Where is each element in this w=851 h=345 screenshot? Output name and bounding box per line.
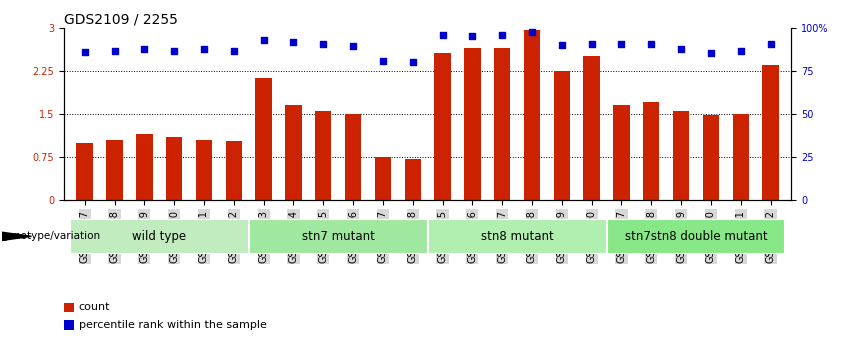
Point [555, 42, 568, 48]
Bar [285, 105, 301, 200]
Bar [166, 137, 182, 200]
Bar [703, 115, 719, 200]
Bar [464, 48, 481, 200]
Point [227, 48, 241, 53]
Point [734, 48, 747, 53]
Bar [427, 219, 607, 254]
Text: genotype/variation: genotype/variation [2, 231, 100, 241]
Bar [70, 219, 248, 254]
Bar [315, 111, 331, 200]
Point [257, 38, 271, 43]
Point [585, 41, 598, 47]
Text: stn7 mutant: stn7 mutant [302, 230, 374, 243]
Text: count: count [78, 303, 111, 313]
Bar [434, 53, 451, 200]
Bar [64, 321, 74, 331]
Point [168, 48, 181, 53]
Point [376, 58, 390, 64]
Text: wild type: wild type [132, 230, 186, 243]
Point [78, 50, 92, 55]
Bar [762, 65, 779, 200]
Point [525, 29, 539, 34]
Text: stn8 mutant: stn8 mutant [481, 230, 553, 243]
Bar [584, 56, 600, 200]
Bar [607, 219, 785, 254]
Polygon shape [2, 232, 31, 240]
Bar [226, 141, 242, 200]
Bar [255, 78, 271, 200]
Point [614, 41, 628, 47]
Bar [374, 157, 391, 200]
Point [406, 59, 420, 65]
Bar [106, 140, 123, 200]
Bar [77, 142, 93, 200]
Text: GDS2109 / 2255: GDS2109 / 2255 [64, 12, 178, 27]
Bar [248, 219, 427, 254]
Bar [136, 134, 152, 200]
Point [197, 47, 211, 52]
Text: stn7stn8 double mutant: stn7stn8 double mutant [625, 230, 768, 243]
Text: percentile rank within the sample: percentile rank within the sample [78, 321, 266, 331]
Point [495, 32, 509, 37]
Point [436, 32, 449, 37]
Bar [404, 159, 421, 200]
Bar [524, 30, 540, 200]
Point [644, 41, 658, 47]
Bar [733, 114, 749, 200]
Point [674, 47, 688, 52]
Bar [643, 102, 660, 200]
Point [108, 48, 122, 53]
Point [763, 41, 777, 47]
Bar [64, 303, 74, 313]
Bar [554, 71, 570, 200]
Point [465, 33, 479, 39]
Point [346, 43, 360, 49]
Bar [673, 111, 689, 200]
Point [317, 41, 330, 47]
Point [704, 51, 717, 56]
Point [138, 47, 151, 52]
Bar [196, 140, 212, 200]
Bar [614, 105, 630, 200]
Bar [345, 114, 362, 200]
Bar [494, 48, 511, 200]
Point [287, 39, 300, 45]
